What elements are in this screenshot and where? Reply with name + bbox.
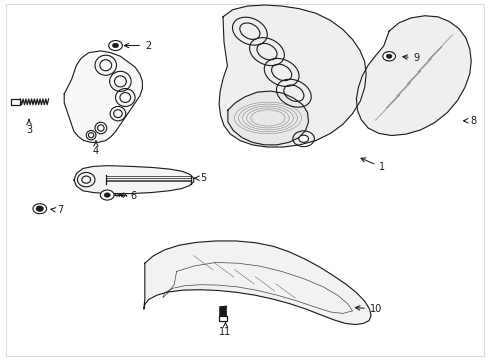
Circle shape	[104, 193, 110, 197]
Bar	[219, 316, 227, 320]
Bar	[11, 99, 20, 105]
Circle shape	[386, 54, 392, 58]
Circle shape	[100, 190, 114, 200]
Text: 10: 10	[355, 304, 382, 314]
Polygon shape	[228, 91, 309, 145]
Text: 2: 2	[124, 41, 151, 50]
Text: 5: 5	[195, 173, 206, 183]
Text: 9: 9	[403, 53, 420, 63]
Text: 8: 8	[464, 116, 477, 126]
Text: 3: 3	[26, 119, 32, 135]
Ellipse shape	[299, 135, 309, 142]
Circle shape	[383, 51, 395, 61]
Text: 4: 4	[93, 141, 99, 156]
Polygon shape	[74, 166, 194, 194]
Polygon shape	[64, 51, 143, 142]
Polygon shape	[144, 241, 371, 324]
Circle shape	[112, 43, 119, 48]
Text: 6: 6	[120, 191, 136, 201]
Ellipse shape	[36, 206, 43, 211]
Circle shape	[109, 41, 122, 50]
Ellipse shape	[33, 204, 47, 214]
Text: 11: 11	[220, 322, 232, 337]
Polygon shape	[356, 16, 471, 135]
Text: 7: 7	[51, 206, 63, 216]
Text: 1: 1	[361, 158, 386, 172]
Polygon shape	[219, 5, 366, 147]
